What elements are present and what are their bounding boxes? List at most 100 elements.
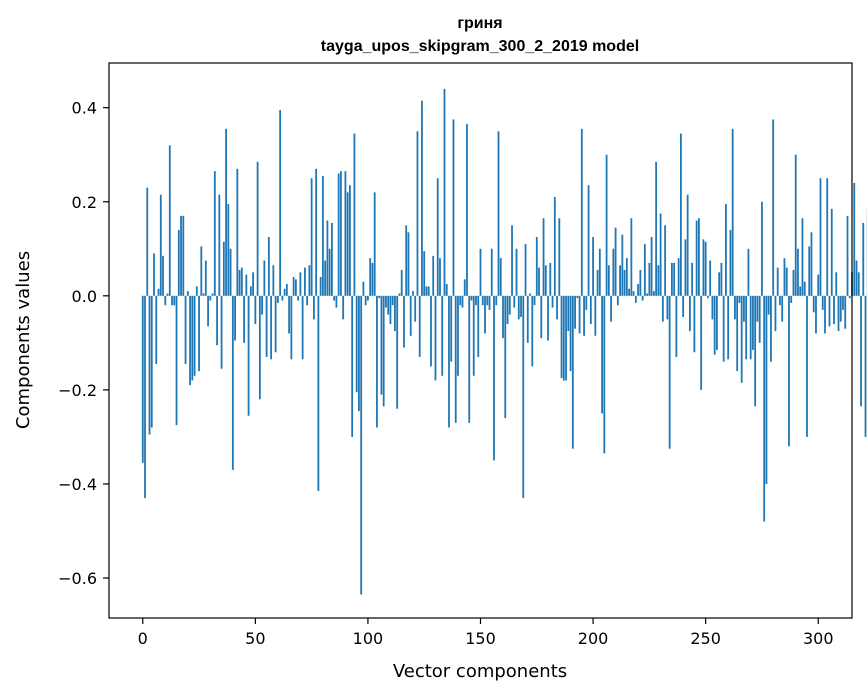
bar: [646, 293, 649, 296]
bar: [155, 295, 158, 365]
bar: [864, 295, 867, 437]
bar: [641, 295, 644, 301]
bar: [743, 295, 745, 322]
bar: [524, 244, 527, 296]
bar: [725, 204, 727, 296]
bar: [824, 295, 826, 334]
bar: [770, 295, 772, 362]
bar: [729, 229, 732, 296]
bar: [803, 281, 806, 296]
bar: [754, 295, 757, 407]
bar: [758, 295, 761, 343]
bar: [702, 239, 705, 296]
bar: [493, 295, 495, 461]
bar: [418, 295, 421, 357]
bar: [213, 171, 216, 296]
bar: [785, 267, 788, 296]
bar: [668, 295, 671, 449]
bar: [749, 295, 752, 360]
bar: [414, 295, 417, 322]
bar: [207, 295, 209, 327]
bar: [797, 248, 799, 296]
bar: [385, 295, 387, 308]
bar: [837, 295, 840, 332]
bar: [815, 295, 817, 334]
bar: [168, 145, 171, 296]
bar: [560, 295, 563, 379]
bar: [688, 295, 691, 332]
bar: [551, 295, 554, 308]
bar: [700, 295, 703, 390]
bar: [247, 295, 250, 416]
bar: [227, 204, 230, 296]
bar: [587, 185, 590, 296]
bar: [607, 265, 610, 296]
bar: [502, 295, 504, 339]
bar: [794, 154, 797, 296]
bar: [828, 295, 831, 327]
bar: [612, 248, 615, 296]
bar: [195, 286, 198, 296]
bar: [846, 215, 849, 296]
bar: [371, 262, 374, 296]
y-tick-label: −0.4: [58, 475, 97, 494]
bar: [763, 295, 766, 522]
bar: [637, 284, 640, 296]
bar: [650, 237, 653, 296]
bar: [630, 218, 633, 296]
bar: [425, 286, 428, 296]
x-tick-label: 0: [138, 629, 148, 648]
bar: [421, 100, 423, 296]
bar: [398, 293, 401, 296]
bar: [610, 295, 612, 322]
bar: [463, 279, 466, 296]
bar: [808, 246, 811, 296]
bar: [193, 295, 196, 376]
bar: [285, 284, 288, 296]
bar: [526, 295, 529, 343]
bar: [454, 295, 457, 423]
bar: [450, 295, 453, 362]
bar: [513, 295, 516, 308]
bar: [272, 265, 275, 296]
bar: [358, 295, 360, 412]
bar: [652, 291, 655, 296]
bar: [842, 295, 844, 310]
x-tick-label: 50: [245, 629, 265, 648]
bar: [535, 237, 538, 296]
bar: [619, 265, 621, 296]
bar: [756, 295, 759, 322]
bar: [274, 295, 277, 353]
bar: [720, 262, 723, 296]
bar: [517, 295, 520, 320]
bar: [544, 265, 547, 296]
x-tick-label: 150: [465, 629, 496, 648]
bar: [328, 248, 331, 296]
bar: [171, 295, 173, 306]
bar: [772, 119, 775, 296]
bar: [709, 260, 712, 296]
bar: [616, 295, 619, 306]
bar: [727, 295, 730, 360]
bar: [781, 295, 784, 322]
bar: [378, 295, 381, 299]
bar: [216, 295, 218, 346]
bar: [299, 272, 302, 296]
bar: [583, 295, 585, 336]
bar: [355, 295, 358, 393]
bar: [574, 295, 576, 329]
bar: [236, 168, 239, 296]
bar: [549, 262, 552, 296]
bar: [765, 295, 768, 484]
bar: [315, 168, 318, 296]
bar: [736, 295, 739, 372]
bar: [321, 175, 324, 296]
bar: [326, 220, 329, 296]
bar: [340, 171, 342, 296]
bar: [673, 262, 676, 296]
chart-subtitle: tayga_upos_skipgram_300_2_2019 model: [321, 38, 639, 55]
bar: [853, 182, 856, 296]
bar: [308, 265, 311, 296]
bar: [761, 201, 763, 296]
bar: [254, 295, 257, 325]
